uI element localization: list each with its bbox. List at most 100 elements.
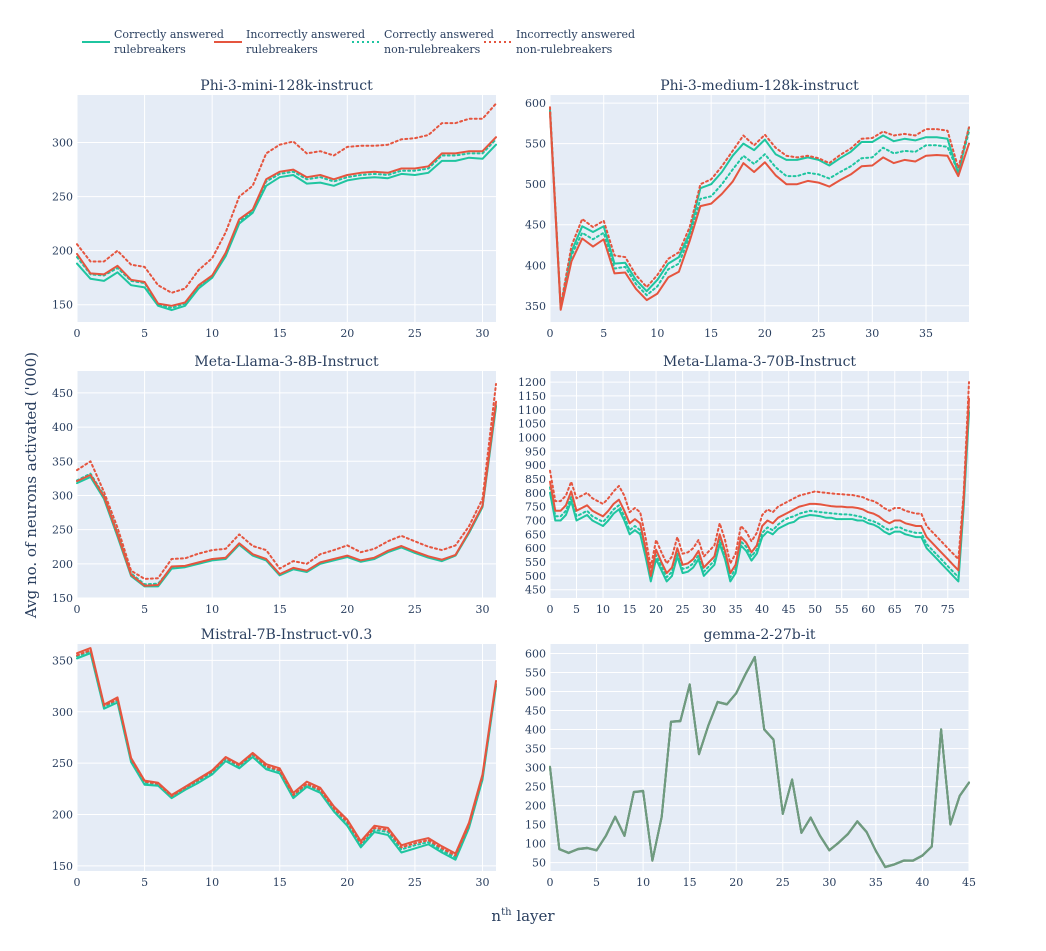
plot-background (77, 371, 496, 598)
subplot-meta-llama-3-8b-instruct: 150 200 250 300 350 400 450 0 5 10 15 20 25 30 Meta-Ll… (52, 354, 497, 616)
y-tick-label: 450 (525, 705, 546, 718)
x-tick-label: 15 (273, 327, 287, 340)
x-tick-label: 25 (776, 876, 790, 889)
y-tick-label: 250 (525, 781, 546, 794)
y-tick-label: 250 (52, 757, 73, 770)
series-line-incorrectly-answered-rulebreakers (76, 400, 497, 587)
subplot-title: Phi-3-mini-128k-instruct (200, 78, 373, 94)
y-tick-label: 700 (525, 514, 546, 527)
series-line-incorrectly-answered-non-rulebreakers (76, 102, 497, 294)
y-tick-label: 500 (525, 686, 546, 699)
x-tick-label: 0 (547, 603, 554, 616)
x-tick-label: 75 (941, 603, 955, 616)
x-tick-label: 30 (865, 327, 879, 340)
y-tick-label: 200 (525, 800, 546, 813)
subplot-phi-3-medium-128k-instruct: 350 400 450 500 550 600 0 5 10 15 20 25 30 35 Phi-3-me… (525, 78, 970, 340)
x-tick-label: 30 (475, 876, 489, 889)
x-tick-label: 50 (808, 603, 822, 616)
y-tick-label: 550 (525, 138, 546, 151)
legend-item-incorrect-non-rulebreakers[interactable]: Incorrectly answered non-rulebreakers (484, 28, 635, 56)
x-tick-label: 20 (340, 327, 354, 340)
x-tick-label: 55 (835, 603, 849, 616)
x-tick-label: 0 (547, 876, 554, 889)
y-tick-label: 1000 (518, 431, 546, 444)
y-tick-label: 950 (525, 445, 546, 458)
y-tick-label: 600 (525, 648, 546, 661)
y-tick-label: 1200 (518, 376, 546, 389)
subplot-phi-3-mini-128k-instruct: 150 200 250 300 0 5 10 15 20 25 30 Phi-3-mini-128k-… (52, 78, 497, 340)
x-tick-label: 0 (74, 603, 81, 616)
x-tick-label: 25 (408, 876, 422, 889)
legend-item-incorrect-rulebreakers[interactable]: Incorrectly answered rulebreakers (214, 28, 365, 56)
subplot-meta-llama-3-70b-instruct: 4505005506006507007508008509009501000105… (518, 354, 970, 616)
y-tick-label: 1100 (518, 404, 546, 417)
y-tick-label: 200 (52, 809, 73, 822)
x-axis-label-superscript: th (501, 907, 512, 918)
y-tick-label: 350 (52, 455, 73, 468)
subplot-title: Meta-Llama-3-8B-Instruct (194, 354, 379, 370)
x-tick-label: 20 (649, 603, 663, 616)
x-tick-label: 15 (704, 327, 718, 340)
y-tick-label: 200 (52, 245, 73, 258)
y-tick-label: 400 (525, 259, 546, 272)
legend[interactable]: Correctly answered rulebreakers Incorrec… (82, 28, 635, 56)
x-tick-label: 15 (273, 876, 287, 889)
legend-item-correct-rulebreakers[interactable]: Correctly answered rulebreakers (82, 28, 224, 56)
legend-label-line2: rulebreakers (246, 43, 318, 56)
x-tick-label: 20 (758, 327, 772, 340)
x-tick-label: 70 (914, 603, 928, 616)
y-tick-label: 50 (532, 857, 546, 870)
x-tick-label: 10 (650, 327, 664, 340)
series-line-correctly-answered-rulebreakers (549, 411, 970, 583)
x-tick-label: 35 (869, 876, 883, 889)
x-tick-label: 45 (782, 603, 796, 616)
legend-item-correct-non-rulebreakers[interactable]: Correctly answered non-rulebreakers (352, 28, 494, 56)
y-tick-label: 250 (52, 191, 73, 204)
subplot-title: Phi-3-medium-128k-instruct (660, 78, 859, 94)
y-tick-label: 150 (52, 592, 73, 605)
series-line-incorrectly-answered-rulebreakers (549, 111, 970, 311)
y-tick-label: 350 (525, 743, 546, 756)
x-tick-label: 40 (755, 603, 769, 616)
x-tick-label: 0 (547, 327, 554, 340)
y-tick-label: 300 (52, 706, 73, 719)
subplot-title: Meta-Llama-3-70B-Instruct (663, 354, 856, 370)
x-tick-label: 5 (593, 876, 600, 889)
y-tick-label: 550 (525, 556, 546, 569)
y-tick-label: 600 (525, 97, 546, 110)
x-tick-label: 60 (861, 603, 875, 616)
plot-background (550, 371, 969, 598)
x-tick-label: 0 (74, 876, 81, 889)
y-tick-label: 300 (52, 489, 73, 502)
y-tick-label: 600 (525, 542, 546, 555)
y-tick-label: 150 (525, 819, 546, 832)
series-line-incorrectly-answered-rulebreakers (76, 136, 497, 307)
plot-background (77, 644, 496, 871)
x-tick-label: 5 (141, 327, 148, 340)
y-tick-label: 450 (52, 387, 73, 400)
series-line-incorrectly-answered-non-rulebreakers (549, 381, 970, 569)
legend-label-line1: Correctly answered (384, 28, 494, 41)
series-line-incorrectly-answered-non-rulebreakers (549, 106, 970, 307)
legend-label-line2: non-rulebreakers (384, 43, 481, 56)
legend-label-line1: Incorrectly answered (516, 28, 635, 41)
x-tick-label: 25 (408, 603, 422, 616)
series-line-incorrectly-answered-rulebreakers (76, 647, 497, 855)
y-tick-label: 750 (525, 501, 546, 514)
y-tick-label: 450 (525, 584, 546, 597)
x-tick-label: 5 (573, 603, 580, 616)
x-tick-label: 30 (702, 603, 716, 616)
y-tick-label: 850 (525, 473, 546, 486)
series-line-correctly-answered-rulebreakers (549, 108, 970, 309)
x-tick-label: 20 (340, 603, 354, 616)
subplot-mistral-7b-instruct-v0-3: 150 200 250 300 350 0 5 10 15 20 25 30 Mistral-7B-In… (52, 627, 497, 889)
x-tick-label: 5 (141, 603, 148, 616)
y-tick-label: 800 (525, 487, 546, 500)
x-tick-label: 20 (729, 876, 743, 889)
legend-label-line1: Incorrectly answered (246, 28, 365, 41)
x-tick-label: 5 (600, 327, 607, 340)
y-tick-label: 650 (525, 528, 546, 541)
y-tick-label: 100 (525, 838, 546, 851)
